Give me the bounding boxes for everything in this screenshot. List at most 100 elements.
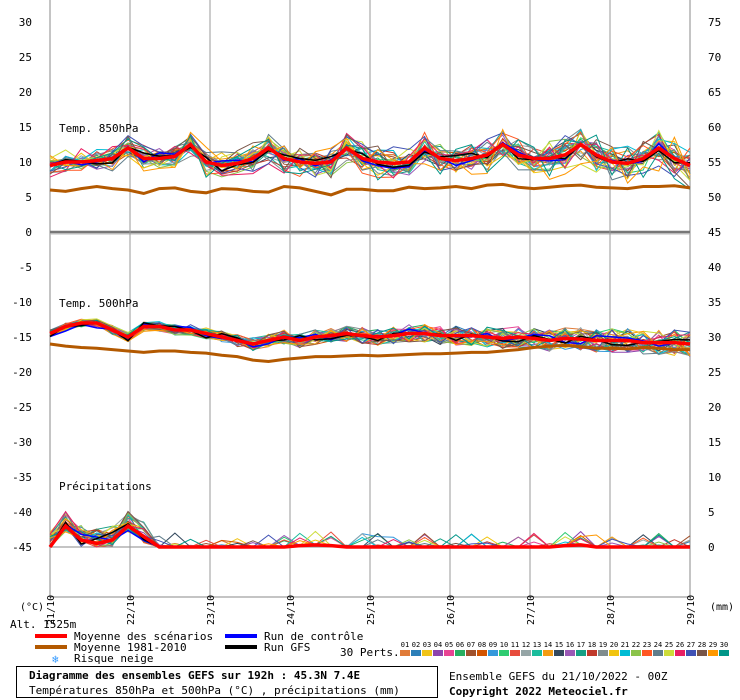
info-title: Diagramme des ensembles GEFS sur 192h : …	[29, 669, 361, 682]
pert-legend-swatch	[598, 650, 608, 656]
pert-legend-number: 13	[533, 641, 541, 649]
x-tick-label: 28/10	[606, 595, 617, 625]
legend-label-snow: Risque neige	[74, 652, 153, 665]
pert-legend-number: 01	[401, 641, 409, 649]
pert-legend-number: 27	[687, 641, 695, 649]
right-axis-unit: (mm)	[710, 602, 734, 613]
pert-legend-number: 05	[445, 641, 453, 649]
y-tick-label-left: 5	[25, 191, 32, 204]
y-tick-label-left: 15	[19, 121, 32, 134]
y-tick-label-left: 25	[19, 51, 32, 64]
pert-legend-swatch	[675, 650, 685, 656]
pert-legend-swatch	[411, 650, 421, 656]
pert-legend-swatch	[664, 650, 674, 656]
y-tick-label-right: 75	[708, 16, 721, 29]
pert-legend-number: 07	[467, 641, 475, 649]
panel-label-precip: Précipitations	[59, 480, 152, 493]
pert-legend-number: 18	[588, 641, 596, 649]
pert-23-t850	[49, 131, 691, 178]
pert-legend-swatch	[686, 650, 696, 656]
pert-legend-number: 26	[676, 641, 684, 649]
pert-legend-number: 14	[544, 641, 552, 649]
y-tick-label-right: 65	[708, 86, 721, 99]
y-tick-label-right: 60	[708, 121, 721, 134]
pert-legend-number: 04	[434, 641, 442, 649]
y-tick-label-right: 25	[708, 366, 721, 379]
x-tick-label: 24/10	[286, 595, 297, 625]
y-tick-label-left: -5	[19, 261, 32, 274]
pert-legend-number: 10	[500, 641, 508, 649]
legend-swatch-climate	[35, 645, 67, 649]
pert-legend-swatch	[433, 650, 443, 656]
pert-legend-number: 19	[599, 641, 607, 649]
x-tick-label: 26/10	[446, 595, 457, 625]
y-tick-label-left: -25	[12, 401, 32, 414]
pert-legend-swatch	[708, 650, 718, 656]
y-tick-label-right: 5	[708, 506, 715, 519]
pert-legend-number: 20	[610, 641, 618, 649]
y-tick-label-left: 10	[19, 156, 32, 169]
legend-swatch-gfs	[225, 645, 257, 649]
legend-label-climate: Moyenne 1981-2010	[74, 641, 187, 654]
pert-legend-swatch	[488, 650, 498, 656]
pert-legend-swatch	[521, 650, 531, 656]
legend-swatch-mean	[35, 634, 67, 638]
pert-legend-number: 29	[709, 641, 717, 649]
y-tick-label-right: 50	[708, 191, 721, 204]
pert-legend-number: 21	[621, 641, 629, 649]
legend-label-gfs: Run GFS	[264, 641, 310, 654]
pert-legend-number: 28	[698, 641, 706, 649]
panel-label-500: Temp. 500hPa	[59, 297, 138, 310]
x-tick-label: 22/10	[126, 595, 137, 625]
y-tick-label-left: 30	[19, 16, 32, 29]
x-tick-label: 23/10	[206, 595, 217, 625]
pert-legend-swatch	[422, 650, 432, 656]
pert-legend-swatch	[620, 650, 630, 656]
pert-legend-number: 03	[423, 641, 431, 649]
pert-legend-number: 16	[566, 641, 574, 649]
pert-legend-swatch	[631, 650, 641, 656]
pert-legend-swatch	[587, 650, 597, 656]
pert-legend-number: 08	[478, 641, 486, 649]
pert-29-t850	[49, 128, 691, 184]
pert-legend-swatch	[532, 650, 542, 656]
legend: Moyenne des scénarios Moyenne 1981-2010 …	[35, 630, 729, 665]
pert-legend-number: 06	[456, 641, 464, 649]
y-tick-label-right: 45	[708, 226, 721, 239]
pert-legend-number: 22	[632, 641, 640, 649]
pert-legend-number: 23	[643, 641, 651, 649]
y-tick-label-left: 0	[25, 226, 32, 239]
pert-legend-number: 17	[577, 641, 585, 649]
perturbation-legend: 01 02 03 04 05 06 07 08 09 10 11 12 13 14 15 16 17 18 19 20…	[400, 641, 729, 656]
y-tick-label-left: -35	[12, 471, 32, 484]
pert-legend-swatch	[477, 650, 487, 656]
ensemble-chart: 21/10 22/10 23/10 24/10 25/10 26/10 27/10 28/10…	[10, 0, 734, 665]
y-tick-label-left: -20	[12, 366, 32, 379]
panel-label-850: Temp. 850hPa	[59, 122, 138, 135]
x-tick-label: 21/10	[46, 595, 57, 625]
mean-t500-line	[49, 321, 691, 346]
legend-label-mean: Moyenne des scénarios	[74, 630, 213, 643]
pert-legend-swatch	[565, 650, 575, 656]
pert-legend-swatch	[554, 650, 564, 656]
pert-legend-swatch	[609, 650, 619, 656]
y-tick-label-left: 20	[19, 86, 32, 99]
pert-legend-swatch	[455, 650, 465, 656]
copyright-label: Copyright 2022 Meteociel.fr	[449, 685, 628, 698]
pert-legend-number: 12	[522, 641, 530, 649]
mean-precip-line	[48, 523, 690, 549]
climatology-t850-line	[49, 182, 691, 197]
chart-grid	[49, 0, 691, 598]
pert-legend-swatch	[543, 650, 553, 656]
x-tick-label: 25/10	[366, 595, 377, 625]
pert-legend-number: 02	[412, 641, 420, 649]
pert-legend-number: 24	[654, 641, 662, 649]
pert-legend-number: 11	[511, 641, 519, 649]
y-tick-label-right: 70	[708, 51, 721, 64]
y-tick-label-left: -30	[12, 436, 32, 449]
pert-28-t500	[49, 319, 691, 349]
legend-label-control: Run de contrôle	[264, 630, 363, 643]
pert-legend-swatch	[697, 650, 707, 656]
pert-legend-swatch	[719, 650, 729, 656]
y-tick-label-left: -10	[12, 296, 32, 309]
